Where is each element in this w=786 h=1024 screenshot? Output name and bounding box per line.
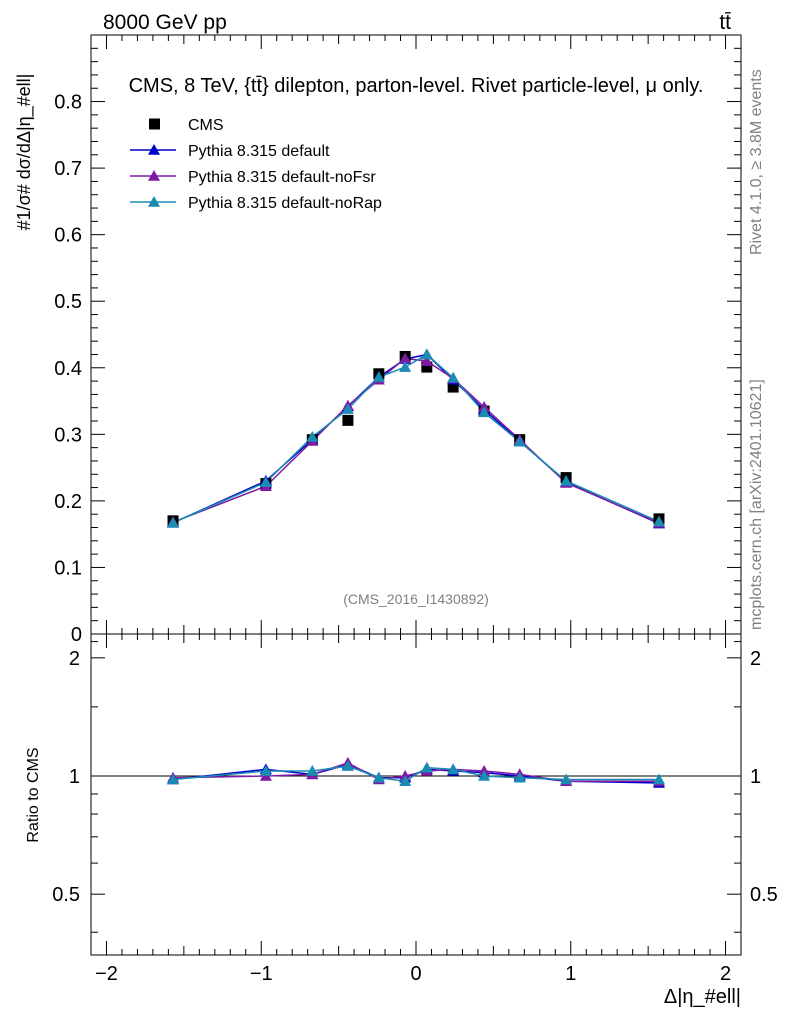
energy-label: 8000 GeV pp bbox=[103, 11, 227, 34]
ratio-point-noRap bbox=[513, 771, 526, 783]
y-tick-label: 0.8 bbox=[54, 92, 82, 114]
legend-marker-noRap bbox=[148, 196, 160, 207]
legend: CMS Pythia 8.315 default Pythia 8.315 defa… bbox=[130, 117, 382, 212]
data-point-noRap bbox=[513, 435, 526, 447]
x-tick-label: −2 bbox=[95, 963, 118, 985]
data-point-noRap bbox=[478, 406, 491, 418]
ratio-point-noRap bbox=[167, 773, 180, 785]
data-point-noRap bbox=[306, 430, 319, 442]
ratio-point-noRap bbox=[306, 764, 319, 776]
legend-label-data: CMS bbox=[188, 117, 224, 134]
ratio-line-noRap bbox=[172, 765, 659, 782]
ratio-point-noRap bbox=[478, 770, 491, 781]
rivet-version-label: Rivet 4.1.0, ≥ 3.8M events bbox=[748, 69, 765, 255]
mcplots-label: mcplots.cern.ch [arXiv:2401.10621] bbox=[748, 379, 765, 630]
x-tick-label: 1 bbox=[565, 963, 576, 985]
data-point-data bbox=[447, 381, 459, 393]
ratio-tick-label: 0.5 bbox=[52, 884, 80, 906]
y-tick-label: 0.2 bbox=[54, 491, 82, 513]
main-axis-ticks: 0 0.1 0.2 0.3 0.4 0.5 0.6 0.7 0.8 bbox=[54, 35, 741, 646]
series-markers bbox=[167, 348, 665, 529]
y-tick-label: 0.1 bbox=[54, 557, 82, 579]
data-point-noFsr bbox=[399, 352, 412, 364]
data-point-noRap bbox=[372, 371, 385, 382]
ratio-line-noFsr bbox=[173, 762, 659, 782]
legend-marker-data bbox=[149, 118, 160, 130]
ratio-tick-label-right: 2 bbox=[750, 648, 761, 670]
y-tick-label: 0.5 bbox=[54, 291, 82, 313]
ratio-point-noRap bbox=[372, 771, 385, 783]
x-tick-label: 2 bbox=[720, 963, 731, 985]
ratio-tick-label-right: 0.5 bbox=[750, 884, 778, 906]
data-point-noRap bbox=[399, 361, 412, 372]
data-point-noRap bbox=[652, 515, 665, 527]
ratio-tick-label-right: 1 bbox=[750, 766, 761, 788]
x-axis-label: Δ|η_#ell| bbox=[664, 986, 741, 1008]
ratio-point-noRap bbox=[420, 761, 433, 773]
legend-label-default: Pythia 8.315 default bbox=[188, 143, 330, 160]
legend-marker-default bbox=[148, 144, 160, 155]
ratio-point-noRap bbox=[447, 763, 460, 775]
y-tick-label: 0.3 bbox=[54, 424, 82, 446]
legend-marker-noFsr bbox=[148, 170, 160, 181]
process-label: tt̄ bbox=[719, 11, 731, 34]
y-tick-label: 0.4 bbox=[54, 358, 82, 380]
ratio-axis-ticks: −2 −1 0 1 2 0.5 0.5 1 1 2 2 bbox=[52, 634, 778, 985]
data-point-noRap bbox=[560, 474, 573, 486]
data-point-data bbox=[421, 361, 433, 373]
main-y-axis-label: #1/σ# dσ/dΔ|η_#ell| bbox=[14, 74, 35, 231]
ratio-point-noRap bbox=[652, 773, 665, 785]
series-line-default bbox=[172, 353, 660, 525]
ratio-series-lines bbox=[167, 756, 665, 788]
ratio-point-noRap bbox=[259, 764, 272, 776]
ratio-point-noRap bbox=[341, 760, 354, 771]
plot-title: CMS, 8 TeV, {tt̄} dilepton, parton-level… bbox=[129, 75, 704, 97]
y-tick-label: 0.6 bbox=[54, 225, 82, 247]
series-line-noRap bbox=[172, 353, 660, 524]
data-point-noRap bbox=[259, 476, 272, 488]
ratio-tick-label: 2 bbox=[69, 648, 80, 670]
ratio-tick-label: 1 bbox=[69, 766, 80, 788]
y-tick-label: 0 bbox=[71, 624, 82, 646]
ratio-panel-frame bbox=[90, 633, 742, 956]
series-lines bbox=[172, 353, 660, 525]
data-point-noRap bbox=[447, 371, 460, 383]
analysis-id-label: (CMS_2016_I1430892) bbox=[343, 591, 489, 607]
ratio-point-noRap bbox=[560, 773, 573, 785]
x-tick-label: −1 bbox=[250, 963, 273, 985]
x-tick-label: 0 bbox=[410, 963, 421, 985]
data-point-noFsr bbox=[420, 355, 433, 366]
y-tick-label: 0.7 bbox=[54, 158, 82, 180]
data-point-noRap bbox=[341, 403, 354, 414]
data-point-noRap bbox=[167, 516, 180, 528]
legend-label-noFsr: Pythia 8.315 default-noFsr bbox=[188, 169, 376, 186]
data-point-data bbox=[342, 414, 354, 426]
legend-label-noRap: Pythia 8.315 default-noRap bbox=[188, 195, 382, 212]
ratio-point-noRap bbox=[399, 775, 412, 787]
ratio-y-axis-label: Ratio to CMS bbox=[25, 747, 42, 842]
series-line-noFsr bbox=[172, 357, 660, 524]
data-point-noRap bbox=[420, 348, 433, 360]
